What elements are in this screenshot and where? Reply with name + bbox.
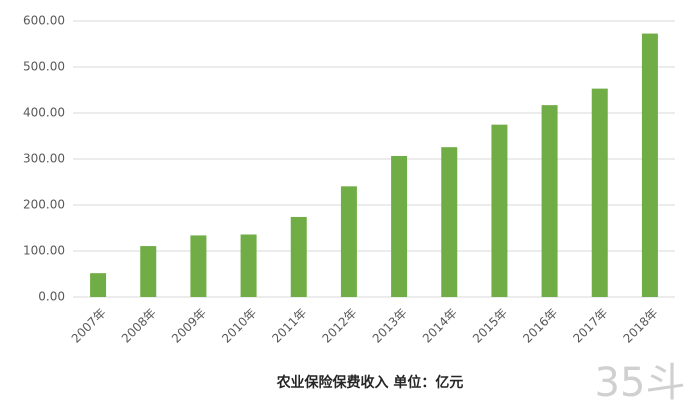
x-tick-label: 2014年	[420, 306, 460, 346]
bar	[641, 33, 658, 298]
x-tick-label: 2010年	[219, 306, 259, 346]
bar	[591, 88, 608, 298]
bar	[541, 105, 558, 297]
bar	[90, 273, 107, 297]
bar	[190, 235, 207, 297]
x-tick-label: 2007年	[69, 306, 109, 346]
x-tick-label: 2018年	[621, 306, 661, 346]
y-tick-label: 0.00	[38, 290, 65, 304]
y-tick-label: 600.00	[23, 14, 65, 28]
x-tick-label: 2011年	[269, 306, 309, 346]
x-tick-label: 2015年	[470, 306, 510, 346]
x-tick-label: 2013年	[370, 306, 410, 346]
chart-title: 农业保险保费收入 单位：亿元	[276, 374, 464, 391]
x-tick-label: 2016年	[520, 306, 560, 346]
bar	[240, 234, 257, 297]
bar	[140, 246, 157, 297]
bar	[340, 186, 357, 297]
watermark: 35斗	[595, 360, 686, 406]
bar	[441, 147, 458, 297]
bar	[391, 155, 408, 297]
x-tick-label: 2009年	[169, 306, 209, 346]
y-tick-label: 100.00	[23, 244, 65, 258]
bar	[491, 124, 508, 297]
x-tick-label: 2012年	[320, 306, 360, 346]
x-tick-label: 2008年	[119, 306, 159, 346]
bar	[290, 216, 307, 297]
y-tick-label: 300.00	[23, 152, 65, 166]
x-tick-label: 2017年	[570, 306, 610, 346]
y-tick-label: 500.00	[23, 60, 65, 74]
y-tick-label: 200.00	[23, 198, 65, 212]
y-tick-label: 400.00	[23, 106, 65, 120]
